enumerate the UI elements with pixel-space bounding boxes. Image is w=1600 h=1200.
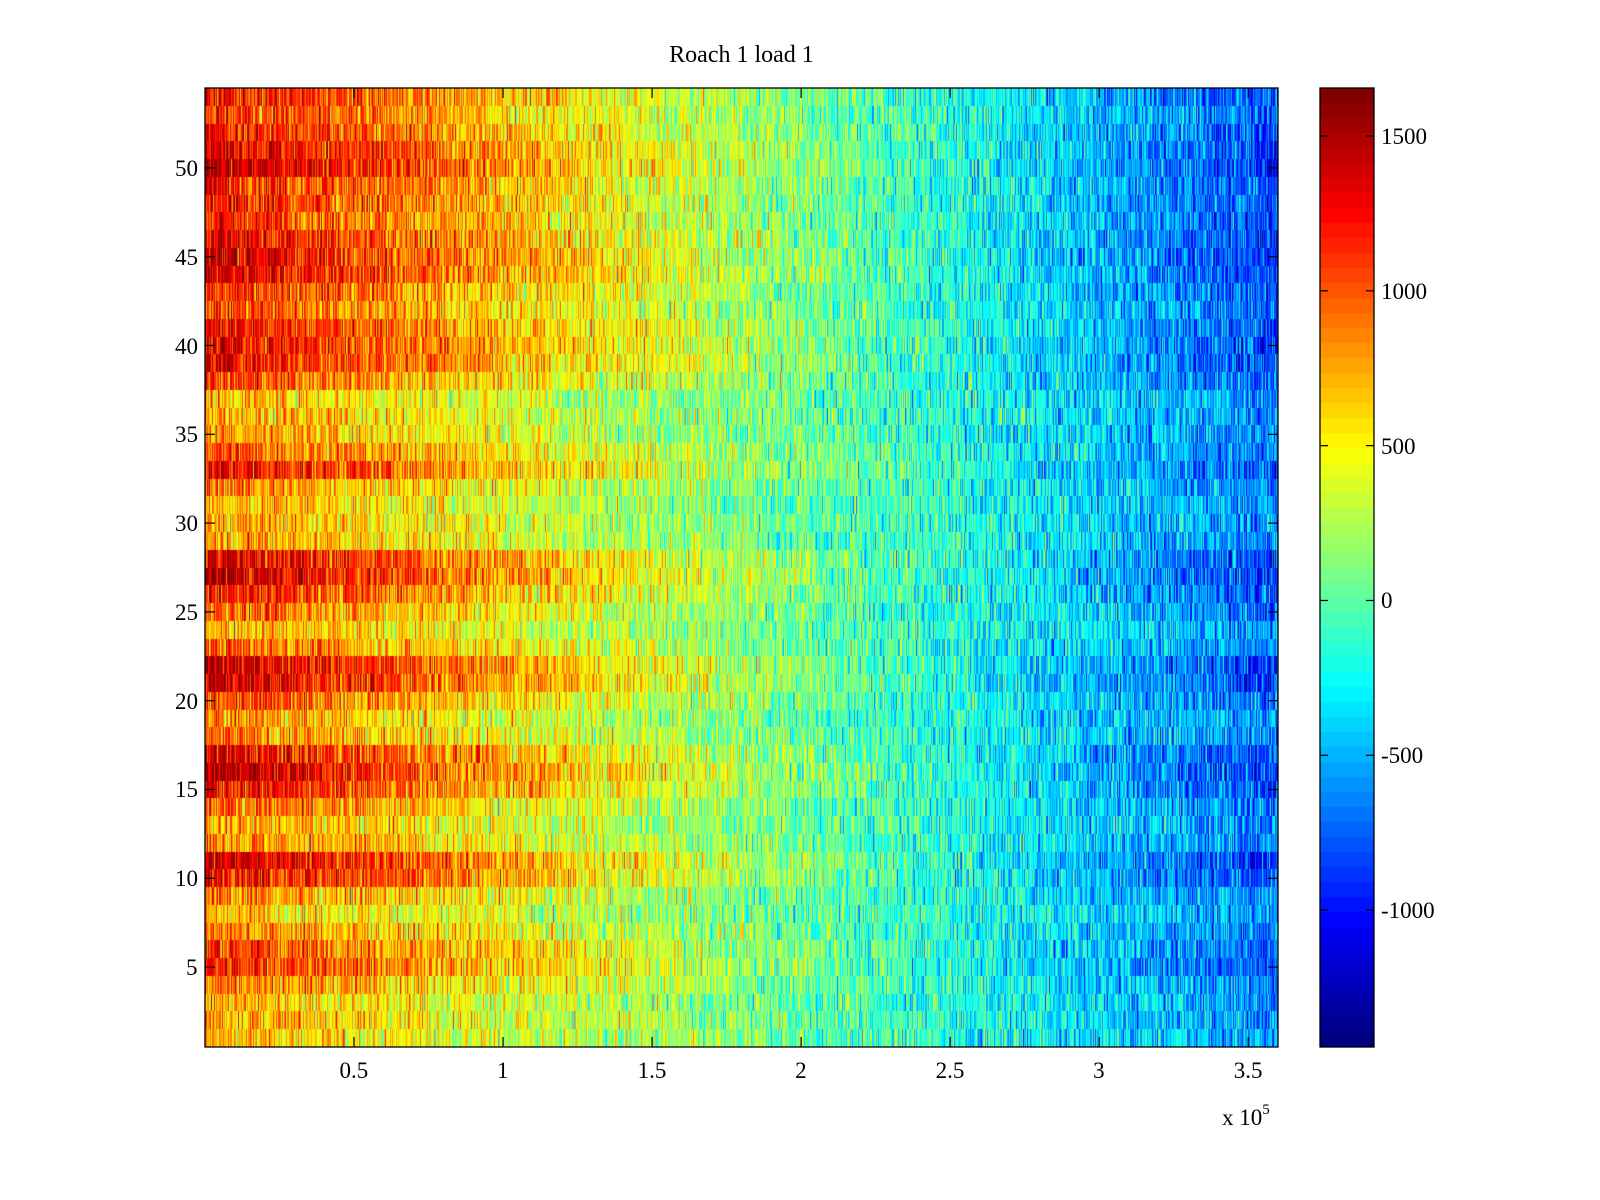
y-tick-label: 35 bbox=[175, 422, 198, 448]
x-tick-label: 1 bbox=[497, 1058, 509, 1083]
chart-title: Roach 1 load 1 bbox=[669, 42, 814, 68]
y-tick-label: 5 bbox=[186, 955, 198, 981]
colorbar-frame bbox=[1319, 87, 1375, 1048]
colorbar-tick-label: 0 bbox=[1381, 588, 1393, 614]
colorbar-tick-label: -500 bbox=[1381, 743, 1424, 769]
y-tick-label: 15 bbox=[175, 777, 198, 803]
x-tick-label: 3.5 bbox=[1233, 1058, 1263, 1083]
colorbar-tick-label: -1000 bbox=[1381, 898, 1435, 924]
y-tick-label: 25 bbox=[175, 599, 198, 625]
heatmap-cells bbox=[205, 88, 1278, 1047]
x-tick-label: 2.5 bbox=[935, 1058, 965, 1083]
y-tick-label: 10 bbox=[175, 866, 198, 892]
x-axis-multiplier: x 105 bbox=[1222, 1102, 1270, 1131]
x-multiplier-base: x 10 bbox=[1222, 1105, 1263, 1130]
y-tick-label: 20 bbox=[175, 688, 198, 714]
plot-frame bbox=[204, 87, 1279, 1048]
y-tick-label: 40 bbox=[175, 333, 198, 359]
colorbar-tick-label: 1000 bbox=[1381, 278, 1427, 304]
y-tick-label: 30 bbox=[175, 511, 198, 537]
colorbar-tick-label: 1500 bbox=[1381, 123, 1427, 149]
x-tick-label: 1.5 bbox=[637, 1058, 667, 1083]
x-tick-label: 2 bbox=[795, 1058, 807, 1083]
x-tick-label: 0.5 bbox=[339, 1058, 369, 1083]
y-tick-label: 50 bbox=[175, 155, 198, 181]
x-multiplier-exponent: 5 bbox=[1262, 1102, 1270, 1118]
x-tick-label: 3 bbox=[1093, 1058, 1105, 1083]
y-tick-label: 45 bbox=[175, 244, 198, 270]
colorbar bbox=[1320, 88, 1374, 1047]
colorbar-tick-label: 500 bbox=[1381, 433, 1416, 459]
